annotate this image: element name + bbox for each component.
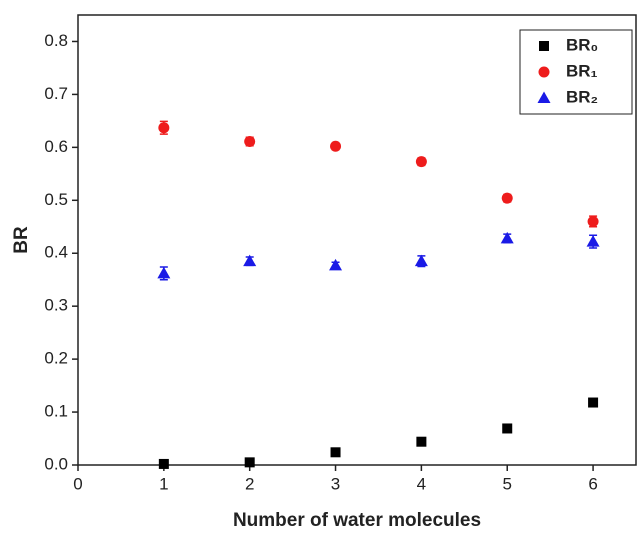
point xyxy=(416,436,427,447)
point xyxy=(502,423,513,434)
point xyxy=(500,231,514,244)
plot-frame xyxy=(77,14,637,466)
point xyxy=(244,457,255,468)
point xyxy=(330,140,342,152)
y-tick-label: 0.7 xyxy=(44,84,68,103)
x-tick-label: 4 xyxy=(417,474,426,493)
legend-marker xyxy=(538,66,550,78)
x-tick-label: 6 xyxy=(588,474,597,493)
legend-marker xyxy=(539,41,549,51)
point xyxy=(501,192,513,204)
point xyxy=(244,136,256,148)
x-axis-label: Number of water molecules xyxy=(233,510,481,531)
y-tick-label: 0.5 xyxy=(44,190,68,209)
x-tick-label: 1 xyxy=(159,474,168,493)
point xyxy=(587,215,599,227)
y-tick-label: 0.0 xyxy=(44,454,68,473)
point xyxy=(158,122,170,134)
y-tick-label: 0.4 xyxy=(44,243,68,262)
y-tick-label: 0.8 xyxy=(44,31,68,50)
legend-label: BR₁ xyxy=(566,61,598,80)
legend-marker xyxy=(537,91,551,103)
point xyxy=(586,235,600,247)
point xyxy=(330,447,341,458)
legend-label: BR₂ xyxy=(566,87,598,106)
x-tick-label: 2 xyxy=(245,474,254,493)
x-tick-label: 0 xyxy=(73,474,82,493)
point xyxy=(243,254,257,267)
y-tick-label: 0.1 xyxy=(44,402,68,421)
point xyxy=(588,397,599,408)
point xyxy=(158,458,169,469)
point xyxy=(414,254,428,267)
y-tick-label: 0.3 xyxy=(44,296,68,315)
x-tick-label: 3 xyxy=(331,474,340,493)
x-tick-label: 5 xyxy=(502,474,511,493)
point xyxy=(415,156,427,168)
y-tick-label: 0.6 xyxy=(44,137,68,156)
point xyxy=(329,258,343,271)
point xyxy=(157,266,171,279)
y-tick-label: 0.2 xyxy=(44,349,68,368)
y-axis-label: BR xyxy=(11,226,32,254)
legend-label: BR₀ xyxy=(566,35,598,54)
